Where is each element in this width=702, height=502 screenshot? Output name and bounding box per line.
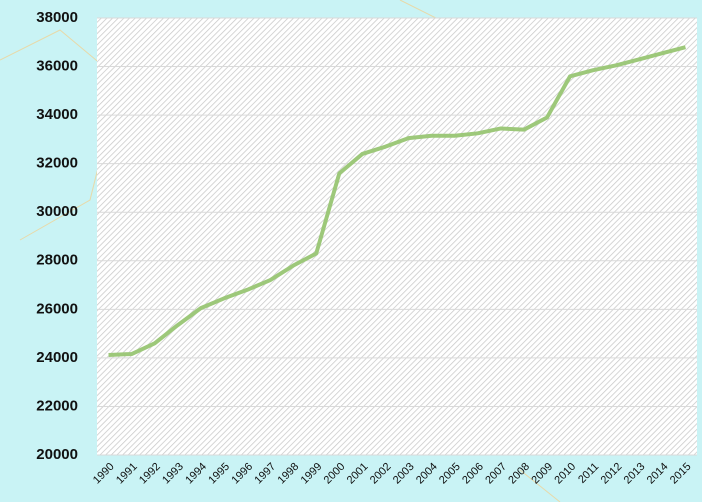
y-tick-label: 22000	[36, 397, 78, 414]
y-tick-label: 34000	[36, 106, 78, 123]
y-tick-label: 32000	[36, 155, 78, 172]
y-tick-label: 20000	[36, 446, 78, 463]
y-tick-label: 36000	[36, 58, 78, 75]
y-tick-label: 30000	[36, 203, 78, 220]
line	[108, 45, 686, 357]
y-tick-label: 38000	[36, 9, 78, 26]
y-tick-label: 24000	[36, 349, 78, 366]
y-tick-label: 28000	[36, 252, 78, 269]
plot-area	[97, 18, 697, 455]
y-tick-label: 26000	[36, 300, 78, 317]
